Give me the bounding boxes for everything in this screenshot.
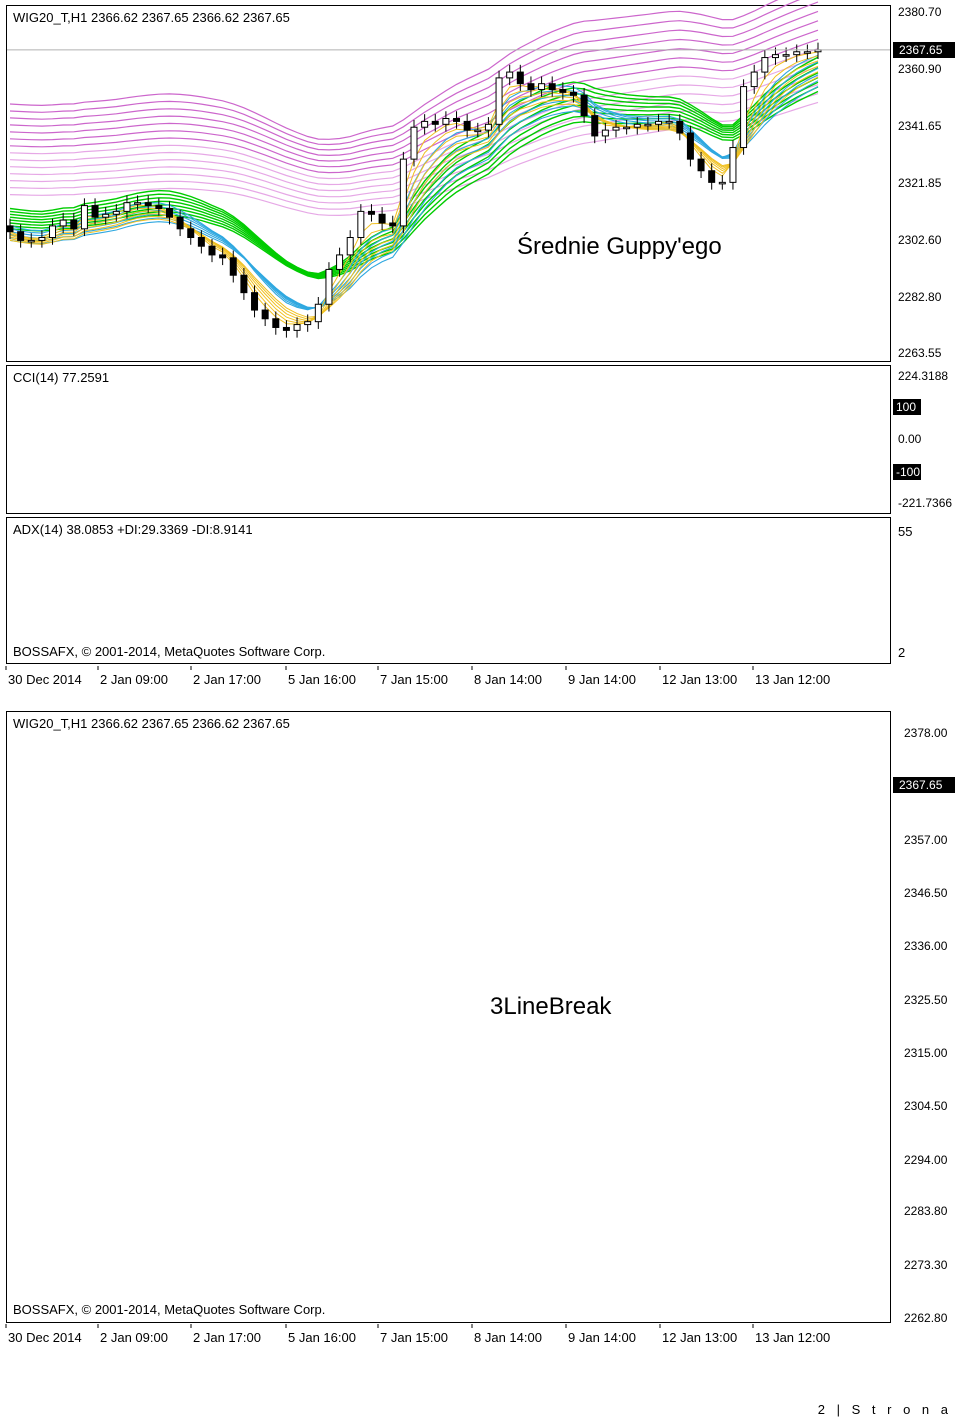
chart1-price-tick-7: 2263.55 (898, 346, 942, 360)
x-axis-tick: 9 Jan 14:00 (568, 672, 636, 687)
chart1-price-tick-2: 2360.90 (898, 62, 942, 76)
x-axis-tick: 13 Jan 12:00 (755, 1330, 831, 1345)
x-axis-tick: 30 Dec 2014 (8, 1330, 82, 1345)
chart1-price-tick-6: 2282.80 (898, 290, 942, 304)
adx-title: ADX(14) 38.0853 +DI:29.3369 -DI:8.9141 (13, 522, 253, 537)
cci-tick-0: 0.00 (898, 432, 922, 446)
adx-tick-2: 2 (898, 645, 906, 660)
chart2-copyright: BOSSAFX, © 2001-2014, MetaQuotes Softwar… (13, 1302, 326, 1317)
x-axis-tick: 12 Jan 13:00 (662, 1330, 738, 1345)
guppy-chart-panel: WIG20_T,H1 2366.62 2367.65 2366.62 2367.… (6, 5, 891, 362)
cci-tick-min: -221.7366 (898, 496, 953, 510)
chart1-price-tick-5: 2302.60 (898, 233, 942, 247)
x-axis-tick: 8 Jan 14:00 (474, 1330, 542, 1345)
x-axis-tick: 13 Jan 12:00 (755, 672, 831, 687)
x-axis-tick: 2 Jan 09:00 (100, 672, 168, 687)
chart2-price-tick: 2315.00 (904, 1045, 948, 1060)
chart1-price-tick-3: 2341.65 (898, 119, 942, 133)
x-axis-tick: 7 Jan 15:00 (380, 1330, 448, 1345)
adx-panel: ADX(14) 38.0853 +DI:29.3369 -DI:8.9141 B… (6, 517, 891, 664)
chart2-price-tick: 2346.50 (904, 885, 948, 900)
chart2-price-tick: 2294.00 (904, 1152, 948, 1167)
page-number: 2 (817, 1402, 829, 1417)
x-axis-tick: 2 Jan 09:00 (100, 1330, 168, 1345)
cci-tick-max: 224.3188 (898, 369, 949, 383)
chart2-price-tick: 2304.50 (904, 1099, 948, 1114)
chart2-current-price: 2367.65 (893, 777, 955, 793)
chart2-title: WIG20_T,H1 2366.62 2367.65 2366.62 2367.… (13, 716, 290, 731)
chart2-price-tick: 2273.30 (904, 1257, 948, 1272)
chart2-price-tick: 2283.80 (904, 1204, 948, 1219)
x-axis-tick: 2 Jan 17:00 (193, 672, 261, 687)
x-axis-tick: 8 Jan 14:00 (474, 672, 542, 687)
chart1-price-tick-4: 2321.85 (898, 176, 942, 190)
x-axis-tick: 30 Dec 2014 (8, 672, 82, 687)
chart1-price-tick-1: 2380.70 (898, 5, 942, 19)
x-axis-tick: 5 Jan 16:00 (288, 672, 356, 687)
cci-tick-minus100: -100 (893, 464, 921, 480)
cci-tick-100: 100 (893, 399, 921, 415)
page-separator: | (836, 1402, 844, 1417)
cci-title: CCI(14) 77.2591 (13, 370, 110, 385)
chart1-overlay-label: Średnie Guppy'ego (517, 233, 722, 260)
three-line-break-panel: WIG20_T,H1 2366.62 2367.65 2366.62 2367.… (6, 711, 891, 1323)
chart2-price-tick: 2325.50 (904, 992, 948, 1007)
adx-copyright: BOSSAFX, © 2001-2014, MetaQuotes Softwar… (13, 644, 326, 659)
chart2-price-tick: 2262.80 (904, 1311, 948, 1325)
chart2-overlay-label: 3LineBreak (490, 993, 612, 1020)
cci-panel: CCI(14) 77.2591 (6, 365, 891, 514)
x-axis-tick: 12 Jan 13:00 (662, 672, 738, 687)
page-word: S t r o n a (851, 1402, 952, 1417)
x-axis-tick: 5 Jan 16:00 (288, 1330, 356, 1345)
chart2-price-tick: 2357.00 (904, 832, 948, 847)
x-axis-tick: 7 Jan 15:00 (380, 672, 448, 687)
page-footer: 2 | S t r o n a (818, 1402, 952, 1417)
chart2-price-tick: 2336.00 (904, 939, 948, 954)
chart2-price-tick: 2378.00 (904, 726, 948, 740)
chart1-current-price: 2367.65 (893, 42, 955, 58)
x-axis-tick: 2 Jan 17:00 (193, 1330, 261, 1345)
x-axis-tick: 9 Jan 14:00 (568, 1330, 636, 1345)
chart1-title: WIG20_T,H1 2366.62 2367.65 2366.62 2367.… (13, 10, 290, 25)
adx-tick-55: 55 (898, 524, 913, 539)
